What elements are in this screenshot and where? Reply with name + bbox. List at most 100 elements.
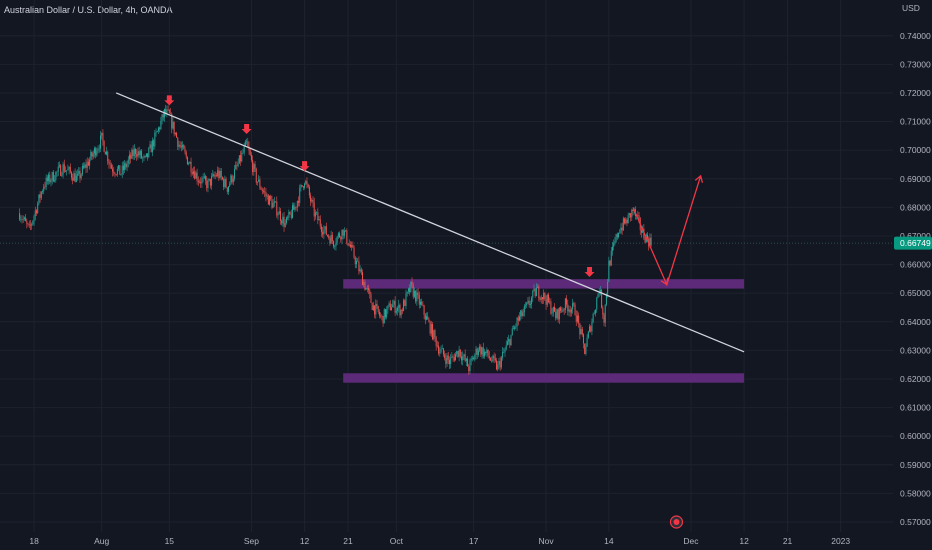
candle-body [278, 211, 280, 215]
candle-body [269, 195, 271, 205]
candle-body [296, 201, 298, 208]
candle-body [516, 317, 518, 327]
time-tick-label: 21 [343, 536, 353, 546]
candle-body [398, 304, 400, 308]
candle-body [293, 205, 295, 210]
candle-body [405, 293, 407, 306]
candle-body [596, 297, 598, 310]
candle-body [500, 357, 502, 368]
candle-body [468, 366, 470, 371]
candle-body [180, 146, 182, 148]
candle-body [352, 244, 354, 248]
candle-body [481, 347, 483, 355]
candle-body [329, 237, 331, 244]
candle-body [493, 355, 495, 359]
trendline-layer[interactable] [115, 92, 745, 353]
candle-body [168, 109, 170, 114]
candle-body [191, 172, 193, 174]
candle-body [608, 260, 610, 282]
candle-body [231, 175, 233, 183]
candle-body [382, 315, 384, 324]
candle-body [541, 297, 543, 300]
candle-body [279, 211, 281, 221]
candle-body [119, 165, 121, 175]
candle-body [254, 164, 256, 169]
candle-body [307, 184, 309, 187]
price-tick-label: 0.60000 [900, 431, 931, 441]
candle-body [28, 224, 30, 225]
candle-body [345, 230, 347, 231]
candle-body [509, 339, 511, 346]
candle-body [207, 180, 209, 189]
candle-body [477, 350, 479, 355]
time-tick-label: 18 [29, 536, 39, 546]
candle-body [572, 303, 574, 310]
candle-body [159, 127, 161, 130]
candle-body [523, 306, 525, 313]
projection-arrowhead [660, 277, 669, 286]
price-axis[interactable]: USD 0.74000 0.73000 0.72000 0.71000 0.70000 0.… [893, 0, 932, 550]
candle-body [591, 321, 593, 332]
candle-body [177, 137, 179, 147]
candle-body [428, 319, 430, 322]
candle-body [201, 178, 203, 184]
candle-body [434, 330, 436, 338]
candle-body [285, 217, 287, 224]
candle-body [42, 191, 44, 192]
currency-label: USD [902, 3, 920, 13]
candle-body [535, 287, 537, 297]
candle-body [407, 288, 409, 292]
candle-body [454, 354, 456, 361]
candle-body [205, 176, 207, 181]
candle-body [622, 218, 624, 231]
candle-body [29, 224, 31, 226]
candle-body [234, 169, 236, 179]
candle-body [372, 305, 374, 310]
candle-body [346, 230, 348, 244]
candle-body [107, 151, 109, 162]
candle-body [160, 120, 162, 130]
candle-body [35, 210, 37, 214]
candle-body [590, 326, 592, 332]
candle-body [348, 244, 350, 246]
price-tick-label: 0.58000 [900, 488, 931, 498]
candle-body [380, 315, 382, 317]
candle-body [532, 290, 534, 298]
candle-body [221, 177, 223, 180]
chart-title: Australian Dollar / U.S. Dollar, 4h, OAN… [4, 5, 173, 15]
candle-body [206, 180, 208, 189]
candle-body [462, 356, 464, 361]
candle-body [514, 326, 516, 330]
candle-body [294, 206, 296, 210]
time-tick-label: Aug [94, 536, 109, 546]
candle-body [85, 164, 87, 168]
zone-rect [343, 279, 745, 289]
candle-body [353, 247, 355, 258]
candle-body [401, 309, 403, 311]
candle-body [22, 218, 24, 220]
candle-body [366, 288, 368, 289]
candle-body [547, 294, 549, 303]
candle-body [399, 304, 401, 316]
candle-body [317, 212, 319, 221]
candle-body [494, 358, 496, 361]
price-tick-label: 0.74000 [900, 31, 931, 41]
candle-body [157, 127, 159, 132]
candle-body [363, 281, 365, 286]
candle-body [316, 212, 318, 213]
time-axis[interactable]: 18 Aug 15 Sep 12 21 Oct 17 Nov 14 Dec 12 21 2023 [0, 532, 932, 550]
candle-body [436, 345, 438, 347]
candle-body [49, 174, 51, 183]
candle-body [190, 161, 192, 173]
candle-body [246, 141, 248, 143]
candle-body [230, 175, 232, 184]
candle-body [176, 132, 178, 138]
candle-body [183, 144, 185, 150]
candle-body [447, 355, 449, 360]
candle-body [387, 305, 389, 310]
candle-body [55, 172, 57, 181]
candle-body [261, 189, 263, 192]
candle-body [306, 181, 308, 185]
candle-body [238, 155, 240, 164]
